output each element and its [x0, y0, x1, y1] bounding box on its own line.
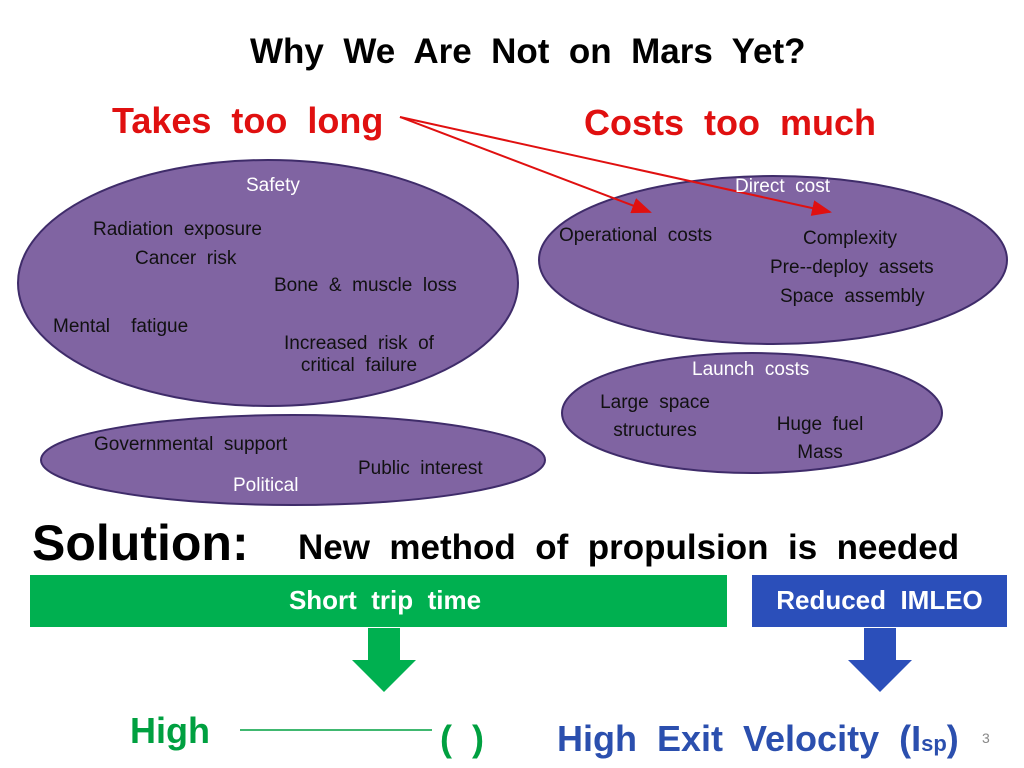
solution-text: New method of propulsion is needed	[298, 528, 960, 567]
line: critical failure	[300, 355, 418, 376]
arrow	[399, 116, 652, 214]
item: Complexity	[803, 228, 897, 249]
heading: Takes too long	[112, 100, 384, 141]
solution-label: Solution:	[32, 515, 249, 571]
line: Increased risk of	[284, 333, 434, 354]
safety-ellipse	[17, 159, 519, 407]
green-bar	[30, 575, 727, 627]
item: Mental fatigue	[53, 316, 189, 337]
item: Huge fuel Mass	[755, 411, 885, 467]
subscript: sp	[921, 731, 947, 756]
item: Bone & muscle loss	[274, 275, 457, 296]
item: Public interest	[358, 458, 483, 479]
item: Increased risk of critical failure	[269, 333, 449, 377]
heading: Costs too much	[584, 102, 877, 143]
high: High	[130, 710, 210, 751]
political-ellipse	[40, 414, 546, 506]
arrow	[399, 116, 832, 216]
item: Large space structures	[585, 389, 725, 445]
label: Direct cost	[735, 176, 831, 197]
item: Political	[233, 475, 299, 496]
text: )	[946, 718, 959, 759]
line: Mass	[797, 442, 843, 463]
item: Cancer risk	[135, 248, 237, 269]
line: Large space	[600, 392, 710, 413]
down-arrow	[848, 628, 912, 692]
item: Radiation exposure	[93, 219, 262, 240]
parens: ( )	[440, 718, 484, 759]
line: structures	[613, 420, 697, 441]
item: Operational costs	[559, 225, 713, 246]
item: Governmental support	[94, 434, 288, 455]
line: Huge fuel	[776, 414, 864, 435]
label: Launch costs	[692, 359, 810, 380]
down-arrow	[352, 628, 416, 692]
item: Space assembly	[780, 286, 925, 307]
item: Pre--deploy assets	[770, 257, 934, 278]
bar-label: Short trip time	[288, 585, 482, 615]
text: High Exit Velocity (I	[557, 718, 922, 759]
title: Why We Are Not on Mars Yet?	[250, 32, 806, 71]
blue-bar	[752, 575, 1007, 627]
direct-cost-ellipse	[538, 175, 1008, 345]
page-number: 3	[982, 730, 990, 746]
bar-label: Reduced IMLEO	[776, 585, 983, 615]
launch-ellipse	[561, 352, 943, 474]
velocity: High Exit Velocity (Isp)	[557, 718, 959, 760]
label: Safety	[246, 175, 300, 196]
